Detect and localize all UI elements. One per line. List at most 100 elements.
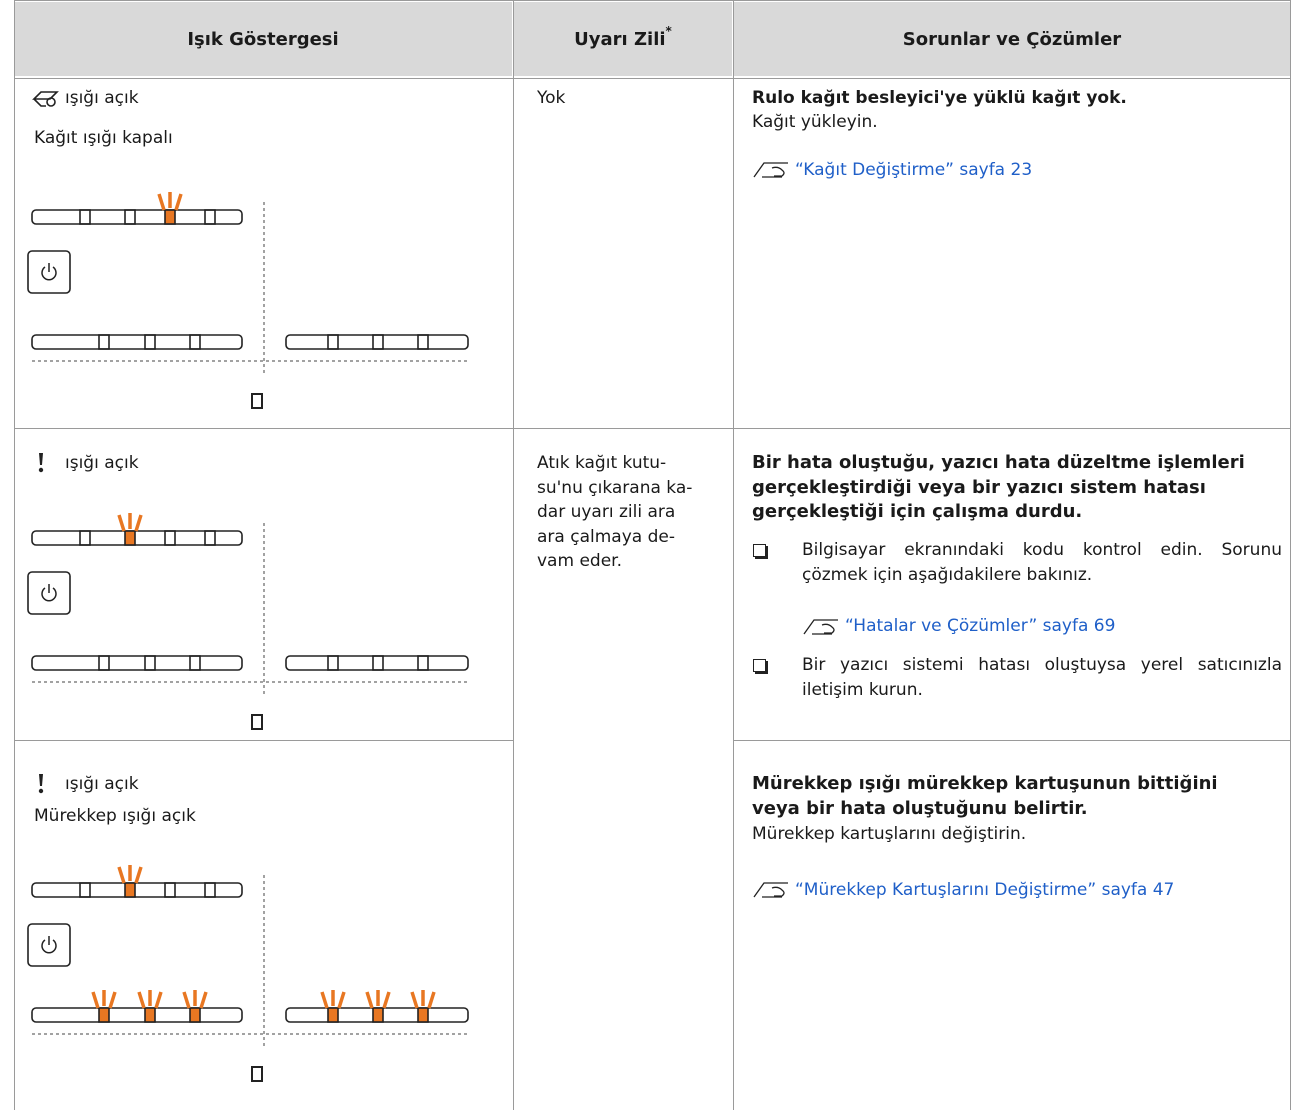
light-ray [174, 193, 183, 211]
light-ray [134, 514, 143, 532]
indicator-light [189, 655, 201, 671]
error-icon [38, 453, 44, 473]
indicator-light [372, 334, 384, 350]
power-button [27, 923, 71, 967]
header-cell: Sorunlar ve Çözümler [734, 2, 1290, 76]
light-ray [108, 991, 117, 1009]
light-text: Kağıt ışığı kapalı [34, 128, 173, 148]
indicator-bar [31, 209, 243, 225]
header-text: Sorunlar ve Çözümler [902, 28, 1122, 50]
row-line [14, 78, 1291, 79]
indicator-bar [31, 334, 243, 350]
link[interactable]: “Kağıt Değiştirme” sayfa 23 [795, 160, 1033, 180]
light-ray [137, 991, 146, 1009]
bullet [753, 659, 766, 672]
indicator-light [417, 1007, 429, 1023]
indicator-light [327, 655, 339, 671]
bullet-text: Bir yazıcı sistemi hatası oluştuysa yere… [802, 655, 1282, 700]
indicator-light [204, 530, 216, 546]
power-button [27, 250, 71, 294]
light-ray [410, 991, 419, 1009]
footnote-mark: * [665, 24, 672, 38]
light-text: ışığı açık [65, 453, 139, 473]
indicator-bar [31, 655, 243, 671]
link-icon [753, 882, 788, 898]
indicator-light [372, 655, 384, 671]
light-ray [365, 991, 374, 1009]
power-button [27, 571, 71, 615]
indicator-light [98, 655, 110, 671]
column-line [1290, 0, 1291, 1110]
light-text: Mürekkep ışığı açık [34, 806, 196, 826]
paper-indicator [251, 1066, 263, 1082]
indicator-light [164, 882, 176, 898]
buzzer-text: Yok [537, 88, 566, 108]
light-ray [117, 514, 126, 532]
buzzer-line: dar uyarı zili ara [537, 502, 676, 522]
power-symbol [41, 936, 57, 954]
power-symbol [41, 584, 57, 602]
column-line [14, 0, 15, 1110]
indicator-light [98, 1007, 110, 1023]
indicator-light [164, 209, 176, 225]
light-ray [154, 991, 163, 1009]
row-line [14, 740, 513, 741]
buzzer-line: ara çalmaya de- [537, 526, 675, 547]
light-text: ışığı açık [65, 88, 139, 108]
bullet [753, 544, 766, 557]
light-ray [91, 991, 100, 1009]
indicator-light [144, 334, 156, 350]
indicator-bar [31, 882, 243, 898]
indicator-bar [31, 1007, 243, 1023]
link-icon [753, 162, 788, 178]
header-cell: Uyarı Zili * [514, 2, 732, 76]
error-icon [38, 774, 44, 794]
light-ray [320, 991, 329, 1009]
indicator-light [79, 882, 91, 898]
problem-text: Kağıt yükleyin. [752, 112, 878, 132]
indicator-light [327, 334, 339, 350]
power-symbol [41, 263, 57, 281]
paper-icon [32, 91, 59, 107]
indicator-bar [285, 655, 469, 671]
indicator-light [189, 1007, 201, 1023]
row-line [14, 428, 1291, 429]
light-ray [382, 991, 391, 1009]
light-ray [199, 991, 208, 1009]
problem-title: Bir hata oluştuğu, yazıcı hata düzeltme … [752, 452, 1245, 522]
link[interactable]: “Mürekkep Kartuşlarını Değiştirme” sayfa… [795, 880, 1175, 900]
light-ray [157, 193, 166, 211]
light-text: ışığı açık [65, 774, 139, 794]
paper-indicator [251, 714, 263, 730]
buzzer-text: Atık kağıt kutu-su'nu çıkarana ka-dar uy… [537, 451, 727, 574]
header-text: Uyarı Zili [574, 28, 666, 50]
light-ray [337, 991, 346, 1009]
indicator-light [98, 334, 110, 350]
indicator-light [79, 209, 91, 225]
indicator-light [124, 209, 136, 225]
problem-text: Mürekkep kartuşlarını değiştirin. [752, 824, 1027, 844]
header-text: Işık Göstergesi [187, 28, 339, 50]
indicator-light [417, 334, 429, 350]
indicator-light [372, 1007, 384, 1023]
problem-title: Rulo kağıt besleyici'ye yüklü kağıt yok. [752, 88, 1127, 108]
indicator-light [144, 655, 156, 671]
buzzer-line: Atık kağıt kutu- [537, 453, 667, 473]
indicator-light [164, 530, 176, 546]
link[interactable]: “Hatalar ve Çözümler” sayfa 69 [845, 616, 1116, 636]
indicator-light [204, 882, 216, 898]
indicator-light [189, 334, 201, 350]
indicator-bar [31, 530, 243, 546]
problem-title: Mürekkep ışığı mürekkep kartuşunun bitti… [752, 773, 1218, 819]
indicator-light [204, 209, 216, 225]
paper-indicator [251, 393, 263, 409]
buzzer-line: su'nu çıkarana ka- [537, 477, 693, 498]
light-ray [134, 866, 143, 884]
light-ray [182, 991, 191, 1009]
buzzer-line: vam eder. [537, 551, 622, 571]
column-line [513, 0, 514, 1110]
column-line [733, 0, 734, 1110]
row-line [733, 740, 1291, 741]
light-ray [117, 866, 126, 884]
